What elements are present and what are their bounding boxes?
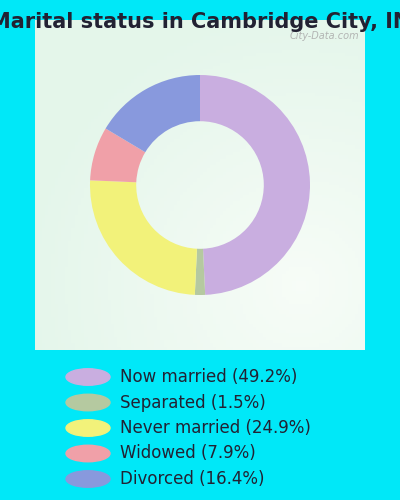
Text: Marital status in Cambridge City, IN: Marital status in Cambridge City, IN xyxy=(0,12,400,32)
Text: City-Data.com: City-Data.com xyxy=(290,31,360,41)
Circle shape xyxy=(66,445,110,462)
Wedge shape xyxy=(90,128,145,182)
Circle shape xyxy=(66,369,110,385)
Text: Now married (49.2%): Now married (49.2%) xyxy=(120,368,297,386)
Circle shape xyxy=(66,394,110,411)
Circle shape xyxy=(66,420,110,436)
Circle shape xyxy=(66,471,110,487)
Wedge shape xyxy=(200,75,310,295)
Text: Separated (1.5%): Separated (1.5%) xyxy=(120,394,266,411)
Wedge shape xyxy=(195,248,205,295)
Text: Divorced (16.4%): Divorced (16.4%) xyxy=(120,470,264,488)
Text: Widowed (7.9%): Widowed (7.9%) xyxy=(120,444,256,462)
Text: Never married (24.9%): Never married (24.9%) xyxy=(120,419,311,437)
Wedge shape xyxy=(90,180,197,295)
Wedge shape xyxy=(106,75,200,152)
